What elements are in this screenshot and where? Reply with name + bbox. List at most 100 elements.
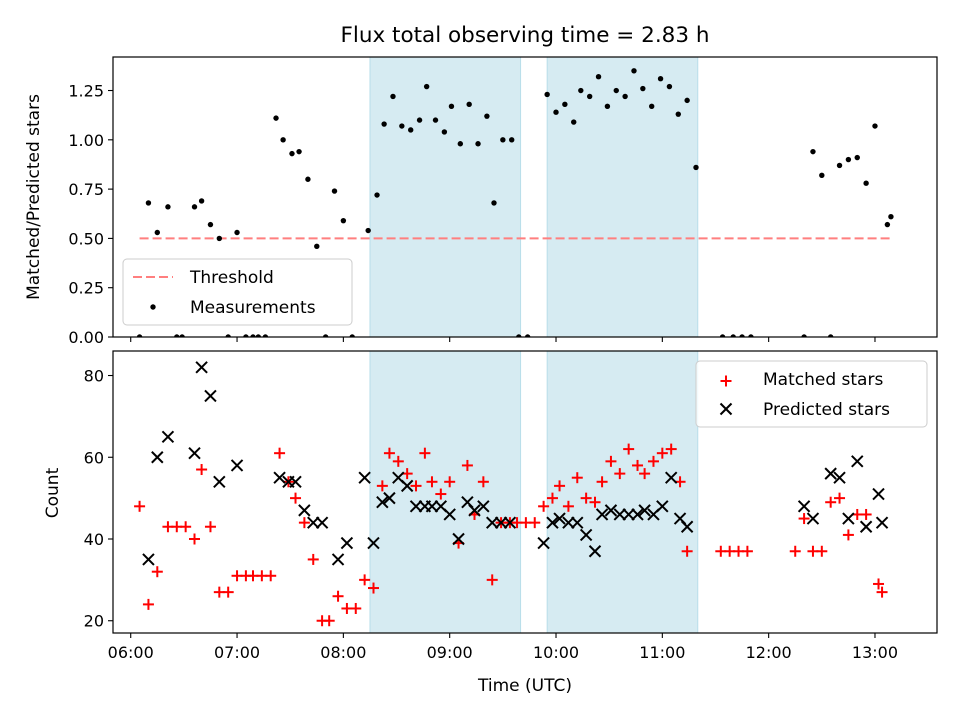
predicted-point: [859, 520, 873, 533]
predicted-point: [298, 504, 311, 517]
measurement-point: [578, 87, 584, 94]
measurement-point: [739, 334, 745, 337]
predicted-point-b: [188, 446, 201, 460]
predicted-point: [468, 504, 481, 517]
measurement-point: [836, 162, 843, 169]
measurement-point: [423, 83, 430, 90]
predicted-point: [383, 491, 396, 505]
x-tick-label: 11:00: [639, 643, 685, 662]
predicted-point-b: [425, 500, 439, 513]
predicted-point-b: [664, 471, 678, 484]
predicted-point-b: [595, 508, 609, 521]
matched-point: [632, 459, 644, 471]
matched-point: [367, 582, 379, 594]
legend-measurement-label: Measurements: [190, 298, 316, 318]
predicted-point-b: [571, 516, 584, 529]
measurement-point: [693, 164, 699, 171]
x-tick-label: 10:00: [533, 643, 579, 662]
matched-point: [486, 574, 498, 586]
matched-point: [605, 455, 617, 467]
measurement-point: [500, 137, 506, 143]
measurement-point: [314, 243, 320, 249]
predicted-point: [409, 500, 423, 513]
matched-point: [614, 468, 626, 480]
predicted-point: [604, 504, 618, 517]
measurement-point: [165, 204, 171, 210]
matched-point: [461, 459, 473, 471]
predicted-point-b: [604, 504, 618, 517]
matched-point: [410, 480, 422, 492]
measurement-point: [475, 141, 481, 147]
predicted-point: [824, 467, 837, 480]
matched-point: [834, 492, 846, 504]
matched-point: [134, 500, 146, 512]
predicted-point: [833, 471, 846, 484]
predicted-point: [452, 532, 465, 546]
matched-point: [444, 476, 456, 488]
matched-point: [323, 615, 335, 627]
observing-window-2: [546, 350, 699, 634]
matched-point: [538, 500, 550, 512]
measurement-point: [524, 334, 531, 337]
predicted-point-b: [383, 491, 396, 505]
matched-point: [359, 574, 371, 586]
measurement-point: [207, 221, 214, 228]
predicted-point: [562, 516, 575, 529]
predicted-point: [477, 500, 490, 513]
predicted-point-b: [142, 553, 155, 566]
matched-point: [789, 545, 801, 557]
matched-point: [596, 476, 608, 488]
predicted-point-b: [443, 508, 456, 521]
legend: Matched stars Predicted stars: [695, 360, 928, 428]
matched-point: [265, 570, 277, 582]
matched-point: [383, 447, 395, 459]
matched-point: [274, 447, 286, 459]
matched-point: [180, 521, 192, 533]
predicted-point: [213, 475, 226, 488]
measurement-point: [234, 229, 240, 236]
predicted-point-b: [273, 471, 286, 484]
predicted-point-b: [358, 471, 371, 484]
predicted-point: [579, 528, 593, 542]
legend-measurement-swatch: [150, 304, 156, 310]
predicted-point-b: [367, 536, 380, 550]
measurement-point: [305, 176, 311, 182]
y-tick-label: 0.50: [68, 229, 104, 248]
matched-point: [298, 517, 310, 529]
legend-box: [695, 360, 928, 428]
measurement-point: [390, 93, 396, 100]
predicted-point-b: [204, 389, 217, 403]
measurement-point: [827, 334, 834, 337]
predicted-point: [631, 508, 644, 521]
observing-window-1: [369, 350, 522, 634]
predicted-point: [546, 516, 559, 529]
predicted-point-b: [872, 487, 885, 501]
matched-point: [376, 480, 388, 492]
measurement-point: [349, 334, 355, 337]
measurement-point: [174, 334, 180, 337]
predicted-point: [273, 471, 286, 484]
predicted-point: [195, 361, 208, 374]
measurement-point: [198, 198, 205, 204]
matched-point: [196, 464, 208, 476]
count-panel: 20 40 60 80 06:00 07:00 08:00 09:00 10:00 11:00 12…: [84, 350, 938, 662]
y-tick-label: 40: [84, 530, 104, 549]
y-tick-label: 60: [84, 448, 104, 467]
matched-point: [571, 472, 583, 484]
predicted-point-b: [298, 504, 311, 517]
measurement-point: [466, 101, 472, 108]
measurement-point: [748, 334, 754, 337]
measurement-point: [322, 334, 329, 337]
predicted-point-b: [161, 430, 175, 444]
predicted-point-b: [503, 516, 517, 529]
predicted-point: [806, 512, 820, 525]
measurement-point: [819, 172, 825, 179]
predicted-point-b: [486, 516, 499, 529]
matched-point: [189, 533, 201, 545]
matched-point: [222, 586, 234, 598]
predicted-point-b: [307, 516, 320, 529]
measurement-point: [441, 129, 448, 135]
matched-point: [842, 529, 854, 541]
predicted-point-b: [562, 516, 575, 529]
predicted-point: [571, 516, 584, 529]
